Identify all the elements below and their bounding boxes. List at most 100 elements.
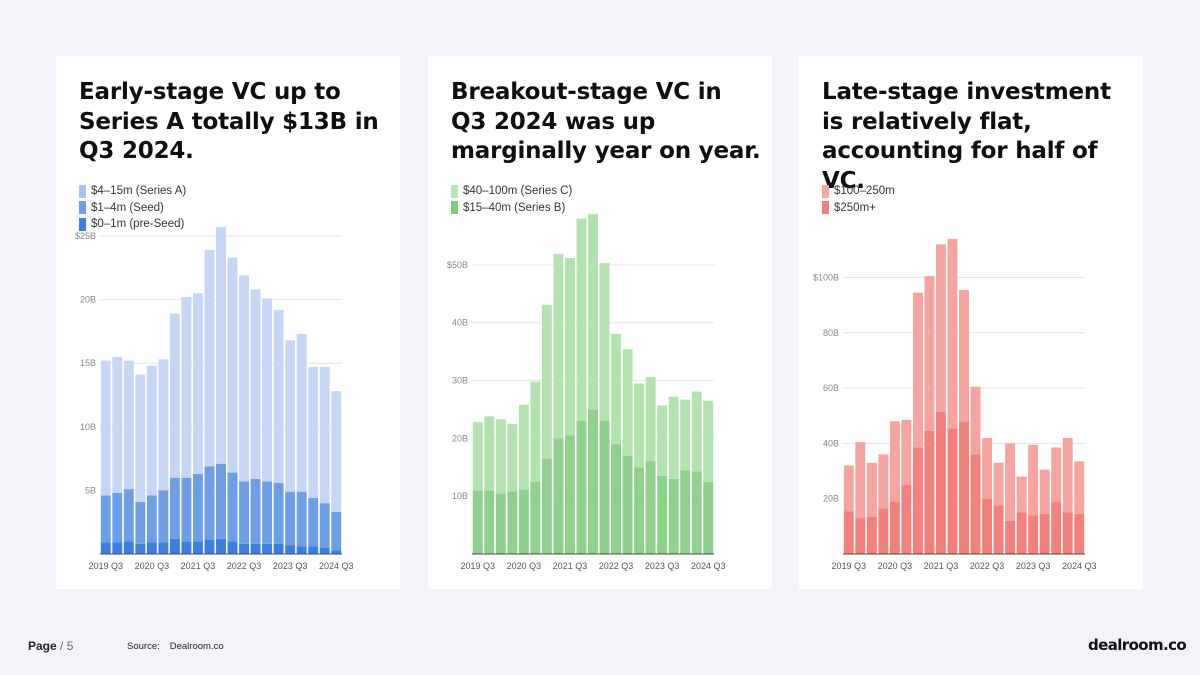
bar-segment	[680, 470, 691, 554]
chart-legend: $40–100m (Series C) $15–40m (Series B)	[451, 183, 572, 216]
legend-swatch	[451, 184, 458, 198]
x-tick-label: 2021 Q3	[553, 561, 588, 571]
bar-segment	[935, 244, 946, 412]
bar-segment	[959, 289, 969, 422]
bar-segment	[982, 498, 993, 554]
bar-segment	[112, 356, 123, 493]
bar-segment	[1016, 476, 1027, 513]
bar-segment	[296, 491, 307, 547]
bar-segment	[285, 491, 296, 546]
bar-segment	[588, 214, 598, 410]
bar-segment	[192, 541, 203, 554]
bar-segment	[123, 360, 134, 490]
bar-segment	[112, 542, 123, 554]
source-label: Source:	[127, 641, 160, 652]
bar-segment	[855, 442, 866, 519]
bar-segment	[239, 481, 250, 544]
bar-segment	[691, 471, 702, 554]
bar-segment	[947, 238, 958, 429]
bar-segment	[204, 249, 215, 467]
bar-segment	[1074, 513, 1085, 554]
x-tick-label: 2022 Q3	[970, 561, 1005, 571]
bar-segment	[1051, 501, 1062, 554]
bar-segment	[889, 501, 900, 554]
bar-segment	[518, 489, 529, 554]
bar-segment	[622, 455, 633, 554]
bar-segment	[285, 340, 296, 492]
early-stage-panel: Early-stage VC up to Series A totally $1…	[56, 56, 400, 589]
bar-segment	[935, 411, 946, 554]
bar-segment	[668, 478, 679, 554]
bar-segment	[123, 541, 134, 554]
bar-segment	[146, 542, 157, 554]
bar-segment	[645, 461, 656, 554]
bar-segment	[192, 473, 203, 542]
legend-item-seed: $1–4m (Seed)	[79, 200, 186, 217]
bar-segment	[541, 304, 552, 459]
x-tick-label: 2021 Q3	[924, 561, 959, 571]
bar-segment	[204, 466, 215, 541]
legend-item-100-250m: $100–250m	[822, 183, 895, 200]
bar-segment	[703, 481, 714, 554]
y-tick-label: 80B	[823, 328, 839, 338]
legend-item-250m-plus: $250m+	[822, 200, 895, 217]
bar-segment	[308, 498, 319, 547]
bar-segment	[878, 454, 889, 509]
bar-segment	[319, 547, 330, 554]
bar-segment	[1005, 520, 1016, 554]
bar-segment	[588, 409, 598, 554]
bar-segment	[530, 481, 541, 554]
bar-segment	[158, 542, 169, 554]
bar-segment	[239, 275, 250, 482]
x-tick-label: 2021 Q3	[181, 561, 216, 571]
bar-segment	[331, 391, 342, 513]
bar-segment	[576, 421, 587, 554]
x-tick-label: 2022 Q3	[599, 561, 634, 571]
bar-segment	[1028, 515, 1039, 554]
bar-segment	[576, 218, 587, 422]
bar-segment	[250, 543, 261, 554]
bar-segment	[296, 333, 307, 492]
bar-segment	[319, 503, 330, 548]
bar-segment	[564, 257, 575, 436]
x-tick-label: 2023 Q3	[273, 561, 308, 571]
bar-segment	[843, 465, 854, 512]
y-tick-label: 40B	[452, 318, 468, 328]
bar-segment	[308, 367, 319, 499]
bar-segment	[146, 495, 157, 543]
y-tick-label: 30B	[452, 376, 468, 386]
legend-swatch	[79, 184, 86, 198]
x-tick-label: 2022 Q3	[227, 561, 262, 571]
bar-segment	[308, 546, 319, 554]
x-tick-label: 2020 Q3	[135, 561, 170, 571]
bar-segment	[262, 481, 273, 544]
bar-segment	[262, 298, 273, 482]
bar-segment	[843, 511, 854, 554]
bar-segment	[901, 484, 912, 554]
breakout-stage-panel: Breakout-stage VC in Q3 2024 was up marg…	[428, 56, 772, 589]
y-tick-label: $50B	[447, 260, 468, 270]
bar-segment	[216, 463, 226, 539]
x-tick-label: 2019 Q3	[831, 561, 866, 571]
x-tick-label: 2023 Q3	[645, 561, 680, 571]
legend-swatch	[79, 201, 86, 215]
bar-segment	[959, 421, 969, 554]
bar-segment	[227, 472, 238, 542]
bar-segment	[912, 292, 923, 448]
bar-segment	[135, 501, 146, 544]
bar-segment	[331, 550, 342, 554]
y-tick-label: 10B	[452, 491, 468, 501]
bar-segment	[181, 477, 192, 542]
bar-segment	[1051, 447, 1062, 502]
bar-segment	[912, 447, 923, 554]
y-tick-label: $100B	[813, 272, 839, 282]
bar-segment	[181, 297, 192, 478]
legend-swatch	[822, 184, 829, 198]
bar-segment	[169, 313, 180, 478]
bar-segment	[982, 437, 993, 499]
legend-item-series-c: $40–100m (Series C)	[451, 183, 572, 200]
bar-segment	[599, 263, 610, 422]
chart-title: Late-stage investment is relatively flat…	[822, 79, 1111, 194]
bar-segment	[319, 367, 330, 504]
bar-segment	[1028, 444, 1039, 516]
